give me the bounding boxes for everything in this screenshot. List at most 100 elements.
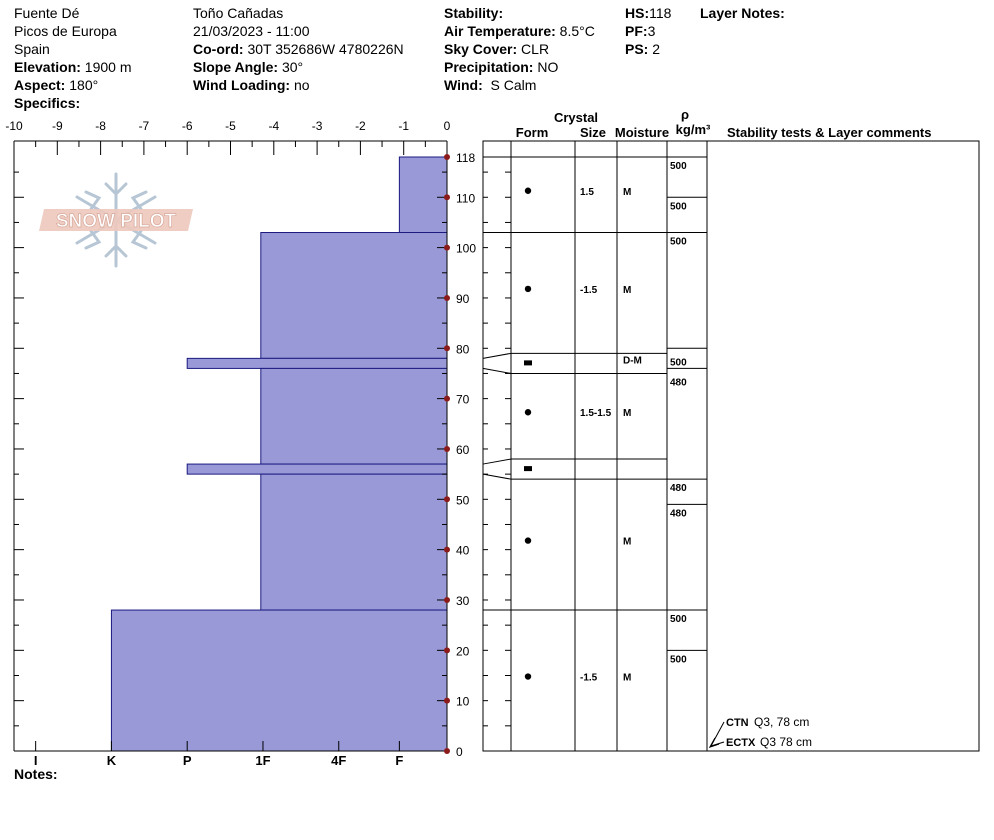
wind-loading: Wind Loading: no (193, 77, 310, 93)
height-tick-label: 80 (456, 342, 470, 356)
region: Picos de Europa (14, 23, 117, 39)
crystal-header: Crystal (554, 110, 598, 125)
height-marker (444, 697, 450, 704)
height-marker (444, 395, 450, 402)
datetime: 21/03/2023 - 11:00 (193, 23, 310, 39)
observation-info: Toño Cañadas 21/03/2023 - 11:00 Co-ord: … (193, 4, 404, 94)
stratigraphy-table: 1.5 M -1.5 M D-M 1.5-1.5 M M -1.5 M 500 500 500 500 48… (482, 140, 980, 752)
height-marker (444, 244, 450, 251)
moisture-header: Moisture (615, 125, 669, 140)
hs: HS:118 (625, 5, 672, 21)
hardness-tick-label: 4F (331, 753, 346, 768)
country: Spain (14, 41, 50, 57)
hardness-bar (260, 367, 448, 465)
elevation: Elevation: 1900 m (14, 59, 132, 75)
temperature-tick-label: -8 (95, 119, 106, 133)
coordinates: Co-ord: 30T 352686W 4780226N (193, 41, 404, 57)
hardness-tick-label: P (183, 753, 192, 768)
height-tick-label: 20 (456, 644, 470, 658)
height-tick-label: 30 (456, 594, 470, 608)
density-value: 500 (670, 614, 687, 625)
column-headers: Crystal Form Size Moisture ρ kg/m³ Stabi… (516, 107, 932, 140)
height-tick-label: 40 (456, 544, 470, 558)
grain-form-square (524, 466, 532, 472)
grain-size: 1.5-1.5 (580, 408, 612, 419)
grain-size: -1.5 (580, 673, 598, 684)
stability-test: CTN Q3, 78 cm (708, 715, 809, 748)
temperature-tick-label: -6 (182, 119, 193, 133)
temperature-tick-label: -5 (225, 119, 236, 133)
height-marker (444, 496, 450, 503)
layer-boundary (482, 367, 667, 374)
density-unit-header: kg/m³ (676, 122, 711, 137)
density-value: 500 (670, 201, 687, 212)
layer-boundary (482, 352, 667, 359)
temperature-tick-label: 0 (444, 119, 451, 133)
hardness-tick-label: I (34, 753, 38, 768)
stability-test: ECTX Q3 78 cm (708, 735, 812, 749)
pf: PF:3 (625, 23, 656, 39)
height-tick-label: 70 (456, 393, 470, 407)
hardness-bar (186, 357, 448, 369)
grain-moisture: M (623, 408, 631, 419)
hardness-bar (110, 609, 448, 752)
stability-test-result: Q3, 78 cm (754, 715, 809, 729)
temperature-tick-label: -1 (398, 119, 409, 133)
grain-size: 1.5 (580, 187, 594, 198)
grain-form-dot (524, 537, 532, 544)
grain-form-dot (524, 673, 532, 680)
height-marker (444, 194, 450, 201)
density-value: 500 (670, 357, 687, 368)
height-marker (444, 546, 450, 553)
grain-form-dot (524, 187, 532, 194)
grain-form-dot (524, 285, 532, 293)
density-value: 500 (670, 237, 687, 248)
height-marker (444, 748, 450, 754)
layer-notes: Layer Notes: (700, 5, 785, 21)
notes-label: Notes: (14, 766, 58, 782)
height-marker (444, 445, 450, 452)
location-name: Fuente Dé (14, 5, 80, 21)
form-header: Form (516, 125, 549, 140)
grain-form-dot (524, 409, 532, 416)
temperature-tick-label: -7 (139, 119, 150, 133)
grain-moisture: M (623, 187, 631, 198)
grain-moisture: M (623, 673, 631, 684)
hardness-tick-label: F (395, 753, 403, 768)
density-value: 480 (670, 377, 687, 388)
grain-moisture: D-M (623, 355, 642, 366)
temperature-tick-label: -9 (52, 119, 63, 133)
height-tick-label: 0 (456, 745, 463, 759)
stability: Stability: (444, 5, 504, 21)
wind: Wind: S Calm (444, 77, 537, 93)
height-marker (444, 294, 450, 301)
size-header: Size (580, 125, 606, 140)
observer: Toño Cañadas (193, 5, 284, 21)
snowpilot-logo: SNOW PILOT (39, 172, 193, 268)
height-tick-label: 118 (456, 151, 475, 165)
height-tick-label: 50 (456, 493, 470, 507)
slope-angle: Slope Angle: 30° (193, 59, 304, 75)
height-marker (444, 154, 450, 160)
stability-test-name: CTN (726, 717, 749, 729)
table-frame (482, 140, 980, 752)
height-marker (444, 647, 450, 654)
hardness-bar (260, 473, 448, 611)
grain-form-square (524, 360, 532, 366)
grain-moisture: M (623, 285, 631, 296)
hardness-tick-label: K (107, 753, 117, 768)
temperature-tick-label: -2 (355, 119, 366, 133)
density-value: 480 (670, 508, 687, 519)
left-axes: -10 -9 -8 -7 -6 -5 -4 -3 -2 -1 0010203040506070809… (5, 119, 476, 768)
stability-test-arrowhead (708, 737, 720, 748)
layer-boundary (482, 473, 667, 480)
precipitation: Precipitation: NO (444, 59, 559, 75)
grain-size: -1.5 (580, 285, 598, 296)
hardness-bar (398, 156, 448, 234)
density-value: 500 (670, 161, 687, 172)
height-tick-label: 110 (456, 191, 475, 205)
height-marker (444, 596, 450, 603)
temperature-tick-label: -3 (312, 119, 323, 133)
height-tick-label: 60 (456, 443, 470, 457)
